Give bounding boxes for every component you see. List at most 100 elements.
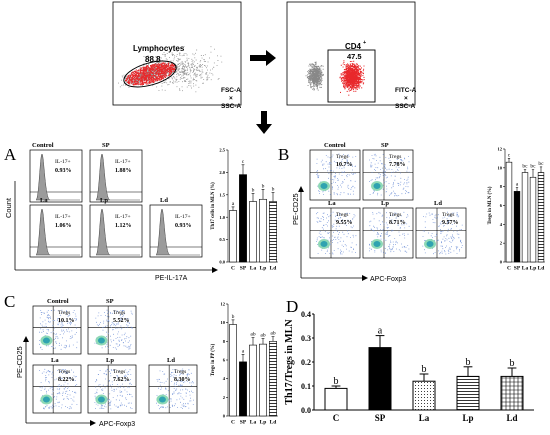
lymphocyte-gate <box>123 60 177 88</box>
panel-d-letter: D <box>286 297 298 316</box>
significance-letter: b <box>272 187 275 193</box>
bar-y-tick-label: 0 <box>223 414 226 419</box>
lymphocytes-label: Lymphocytes <box>133 44 185 53</box>
bar-y-tick-label: 1.0 <box>219 215 225 220</box>
dotplot-label: Tregs <box>389 212 401 218</box>
significance-letter: ab <box>270 331 275 337</box>
bar-y-tick-label: 12 <box>221 302 226 307</box>
dotplot-cluster-core <box>42 396 50 403</box>
bar-la <box>412 380 436 411</box>
gating-1-red-events <box>125 62 176 86</box>
histogram-value: 0.93% <box>175 223 192 229</box>
panel-b-yaxis-arrowhead <box>298 186 304 192</box>
histogram-title: SP <box>102 142 110 149</box>
dotplot-label: Tregs <box>389 154 401 160</box>
dotplot-events <box>156 368 194 410</box>
panel-c-letter: C <box>4 292 15 311</box>
dotplot-ld: Tregs 9.57% Ld <box>415 200 467 259</box>
bar-y-tick-label: 0.0 <box>301 406 311 415</box>
gating-arrow-down <box>256 111 272 134</box>
bar-y-tick-label: 8 <box>223 339 226 344</box>
dotplot-label: Tregs <box>442 212 454 218</box>
bar-la <box>249 201 257 263</box>
histogram-value: 1.06% <box>55 223 72 229</box>
dotplot-title: Lp <box>106 357 114 364</box>
bar-sp <box>513 191 521 263</box>
bar-y-tick-label: 6 <box>500 203 503 208</box>
gating-plot-2: CD4 + 47.5 FITC-A × SSC-A <box>286 1 417 110</box>
dotplot-frame <box>32 305 82 355</box>
significance-letter: bc <box>530 164 536 170</box>
dotplot-cluster-core <box>426 241 434 247</box>
panel-c-dotplots: Tregs 10.1% Control Tregs 5.52% SP Tregs 8.22% L… <box>32 298 198 414</box>
dotplot-frame <box>87 364 137 414</box>
dotplot-cluster-core <box>158 396 166 403</box>
gating-2-axis-x: × <box>404 95 408 102</box>
panel-b-dotplots: Tregs10.7%ControlTregs7.78%SPTregs9.55%L… <box>309 142 467 259</box>
dotplot-value: 8.22% <box>58 377 75 383</box>
bar-lp <box>259 343 267 417</box>
dotplot-label: Tregs <box>174 369 186 375</box>
significance-letter: bc <box>538 161 544 167</box>
panel-b-ylabel: PE-CD25 <box>291 193 300 225</box>
dotplot-lp: Tregs 8.71% Lp <box>362 200 414 259</box>
dotplot-value: 9.57% <box>442 220 459 226</box>
dotplot-frame <box>309 149 361 201</box>
dotplot-ld: Tregs 8.30% Ld <box>148 357 198 414</box>
dotplot-value: 8.71% <box>389 220 406 226</box>
panel-c: C PE-CD25 APC-Foxp3 Tregs10.1%ControlTre… <box>4 292 278 428</box>
gating-2-gray-events <box>305 61 324 91</box>
dotplot-title: Ld <box>167 357 175 364</box>
dotplot-label: Tregs <box>336 154 348 160</box>
dotplot-title: La <box>51 357 59 364</box>
significance-letter: b <box>262 183 265 189</box>
dotplot-control: Tregs 10.1% Control <box>32 298 82 355</box>
panel-a-letter: A <box>4 145 17 164</box>
panel-a-histograms: IL-17+ 0.93% Control IL-17+ 1.88% SP IL-17+ 1.0… <box>29 142 203 258</box>
dotplot-title: SP <box>106 298 114 305</box>
bar-y-label: Tregs in MLN (%) <box>488 186 493 224</box>
bar-category-label: La <box>250 266 257 272</box>
bar-c <box>505 161 513 263</box>
panel-c-ylabel: PE-CD25 <box>15 346 24 378</box>
dotplot-value: 7.78% <box>389 162 406 168</box>
histogram-peak <box>155 208 171 256</box>
panel-d: D 0.0 0.1 0.2 0.3 0.4 Th17/Tregs in MLN b Ca SP b… <box>284 297 534 423</box>
bar-y-tick-label: 1.5 <box>219 192 225 197</box>
gating-2-axis-b: SSC-A <box>395 103 416 110</box>
panel-a-xlabel: PE-IL-17A <box>155 275 188 282</box>
significance-letter: b <box>252 187 255 193</box>
gating-1-axis-x: × <box>229 95 233 102</box>
bar-c <box>229 210 237 263</box>
dotplot-la: Tregs 9.55% La <box>309 200 361 259</box>
dotplot-title: Ld <box>434 200 442 207</box>
bar-y-tick-label: 2.5 <box>219 148 225 153</box>
bar-category-label: C <box>231 420 235 426</box>
panel-b: B PE-CD25 APC-Foxp3 Tregs10.7%ControlTre… <box>278 142 545 283</box>
bar-category-label: SP <box>240 266 247 272</box>
bar-y-tick-label: 0.3 <box>301 334 311 343</box>
panel-a-xaxis-arrowhead <box>212 267 218 273</box>
significance-letter: ab <box>250 332 255 338</box>
bar-ld <box>269 341 277 417</box>
bar-y-label: Th17 cells in MLN (%) <box>211 182 216 230</box>
significance-letter: a <box>232 201 235 207</box>
significance-letter: b <box>510 358 515 369</box>
gating-2-axis-a: FITC-A <box>395 87 417 94</box>
bar-y-tick-label: 0 <box>500 260 503 265</box>
histogram-control: IL-17+ 0.93% Control <box>29 142 83 203</box>
bar-lp <box>456 375 480 411</box>
bar-y-tick-label: 6 <box>223 358 226 363</box>
dotplot-title: Control <box>47 298 69 305</box>
histogram-label: IL-17+ <box>55 214 71 220</box>
bar-category-label: Lp <box>260 420 267 426</box>
cd4-label: CD4 <box>345 42 362 51</box>
bar-lp <box>529 176 537 263</box>
bar-y-tick-label: 0.4 <box>301 310 311 319</box>
dotplot-cluster-core <box>42 337 50 344</box>
dotplot-cluster-core <box>97 337 105 344</box>
significance-letter: c <box>508 152 511 158</box>
histogram-la: IL-17+ 1.06% La <box>29 197 83 258</box>
dotplot-value: 10.7% <box>336 162 353 168</box>
bar-y-tick-label: 12 <box>498 147 503 152</box>
